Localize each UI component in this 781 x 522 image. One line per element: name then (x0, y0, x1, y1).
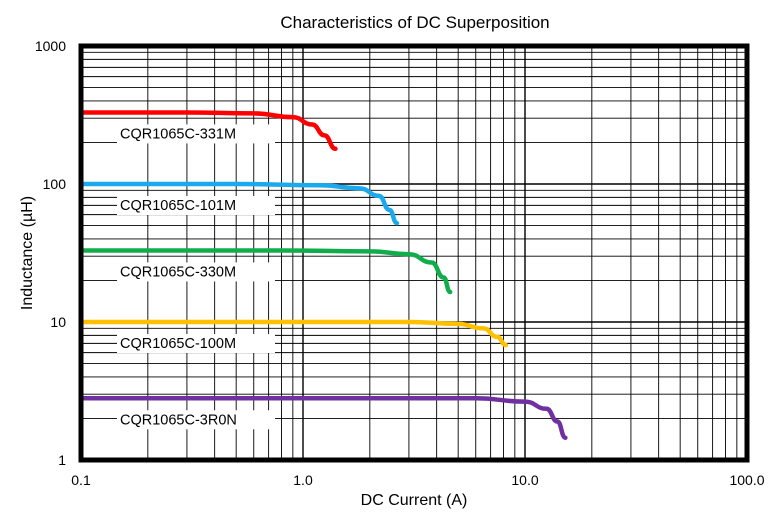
x-tick-label: 1.0 (293, 472, 313, 488)
series-label-bg (117, 196, 275, 215)
series-label-5: CQR1065C-3R0N (120, 412, 237, 428)
x-tick-label: 0.1 (71, 472, 91, 488)
y-axis-label: Inductance (µH) (19, 196, 36, 310)
x-tick-label: 100.0 (729, 472, 764, 488)
series-label-1: CQR1065C-331M (120, 126, 236, 142)
plot-frame (78, 43, 750, 463)
series-label-bg (117, 334, 275, 353)
y-tick-label: 1 (58, 452, 66, 468)
y-tick-label: 10 (50, 314, 66, 330)
y-tick-label: 1000 (35, 38, 66, 54)
series-labels: CQR1065C-331M CQR1065C-101M CQR1065C-330M C… (117, 124, 275, 430)
tick-labels: 0.1 1.0 10.0 100.0 1 10 100 1000 (35, 38, 765, 488)
series-line-4 (78, 319, 509, 348)
y-tick-label: 100 (43, 176, 67, 192)
chart-title: Characteristics of DC Superposition (280, 13, 549, 32)
x-axis-label: DC Current (A) (361, 492, 468, 509)
series-line-5 (78, 396, 568, 440)
series-line-1 (78, 110, 338, 152)
x-tick-label: 10.0 (511, 472, 538, 488)
series-label-3: CQR1065C-330M (120, 264, 236, 280)
series-label-bg (117, 262, 275, 282)
series-label-bg (117, 410, 275, 430)
series-label-4: CQR1065C-100M (120, 336, 236, 352)
series-label-2: CQR1065C-101M (120, 198, 236, 214)
series-lines (78, 110, 568, 440)
series-line-2 (78, 181, 400, 226)
series-label-bg (117, 124, 275, 144)
series-line-3 (78, 248, 453, 295)
